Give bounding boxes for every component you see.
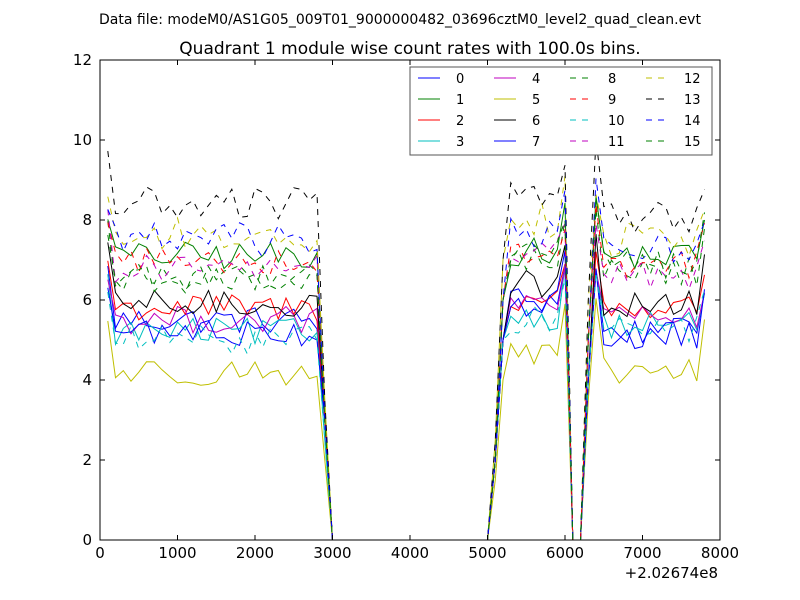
legend-label-11: 11 (608, 135, 625, 150)
legend-label-2: 2 (456, 114, 464, 129)
series-line-14 (107, 178, 705, 541)
x-tick-label: 1000 (158, 544, 196, 562)
y-tick-label: 8 (82, 211, 92, 229)
x-tick-label: 4000 (391, 544, 429, 562)
legend-label-8: 8 (608, 72, 616, 87)
y-tick-label: 0 (82, 531, 92, 549)
y-tick-label: 12 (73, 51, 92, 69)
legend-label-10: 10 (608, 114, 625, 129)
legend-label-9: 9 (608, 93, 616, 108)
legend-label-0: 0 (456, 72, 464, 87)
x-tick-label: 2000 (236, 544, 274, 562)
legend-label-5: 5 (532, 93, 540, 108)
legend-label-15: 15 (684, 135, 701, 150)
legend-label-6: 6 (532, 114, 540, 129)
suptitle: Data file: modeM0/AS1G05_009T01_90000004… (99, 12, 701, 28)
y-tick-label: 6 (82, 291, 92, 309)
y-tick-label: 4 (82, 371, 92, 389)
x-tick-label: 6000 (546, 544, 584, 562)
x-offset-label: +2.02674e8 (625, 564, 718, 582)
legend-label-1: 1 (456, 93, 464, 108)
ticks-group: 0 1000 2000 3000 4000 5000 6000 7000 80000246810… (73, 51, 739, 562)
x-tick-label: 5000 (468, 544, 506, 562)
legend-label-14: 14 (684, 114, 701, 129)
legend-label-3: 3 (456, 135, 464, 150)
x-tick-label: 3000 (313, 544, 351, 562)
legend-box (409, 66, 713, 156)
x-tick-label: 0 (95, 544, 105, 562)
y-tick-label: 10 (73, 131, 92, 149)
x-tick-label: 8000 (701, 544, 739, 562)
legend-label-4: 4 (532, 72, 540, 87)
y-tick-label: 2 (82, 451, 92, 469)
legend-label-12: 12 (684, 72, 701, 87)
chart-title: Quadrant 1 module wise count rates with … (179, 39, 640, 59)
legend-label-13: 13 (684, 93, 701, 108)
legend-label-7: 7 (532, 135, 540, 150)
x-tick-label: 7000 (623, 544, 661, 562)
